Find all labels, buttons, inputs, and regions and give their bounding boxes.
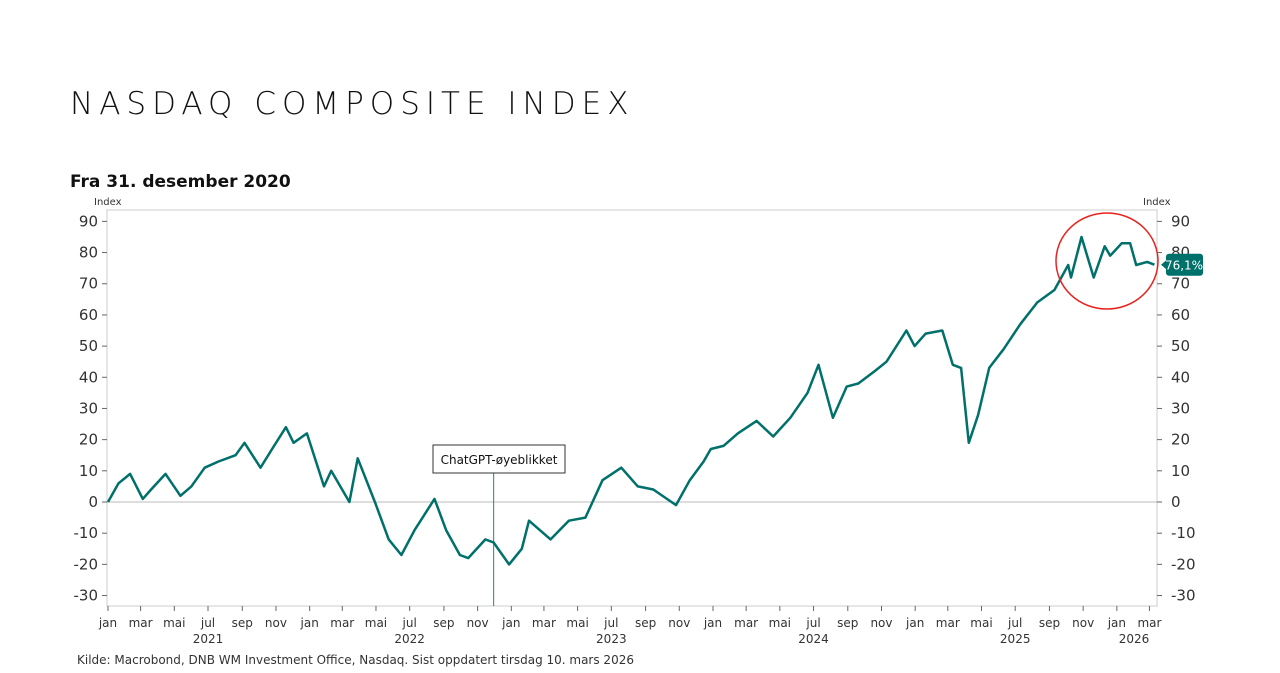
x-tick-label: nov — [1072, 616, 1094, 630]
x-tick-label: nov — [668, 616, 690, 630]
x-tick-label: sep — [635, 616, 656, 630]
x-tick-label: jan — [905, 616, 924, 630]
y-tick-label-left: -20 — [74, 555, 99, 573]
y-tick-label-right: 50 — [1171, 337, 1190, 355]
x-tick-label: jan — [98, 616, 117, 630]
annotation-label: ChatGPT-øyeblikket — [441, 453, 558, 467]
end-label: 76,1% — [1165, 259, 1203, 273]
x-year-label: 2024 — [798, 632, 829, 646]
y-tick-label-left: 30 — [79, 399, 98, 417]
y-axis-label-right: Index — [1143, 197, 1171, 208]
x-tick-label: jan — [1107, 616, 1126, 630]
x-year-label: 2021 — [193, 632, 224, 646]
x-tick-label: mai — [970, 616, 992, 630]
x-tick-label: jan — [703, 616, 722, 630]
x-tick-label: mar — [1137, 616, 1161, 630]
y-tick-label-right: 40 — [1171, 368, 1190, 386]
x-tick-label: jul — [200, 616, 215, 630]
chart-subtitle: Fra 31. desember 2020 — [70, 172, 291, 192]
chart-title: NASDAQ COMPOSITE INDEX — [70, 86, 635, 122]
y-tick-label-right: 60 — [1171, 306, 1190, 324]
plot-frame — [106, 209, 1158, 607]
x-year-label: 2025 — [1000, 632, 1031, 646]
x-tick-label: nov — [870, 616, 892, 630]
y-tick-label-left: 20 — [79, 431, 98, 449]
y-tick-label-right: -20 — [1171, 555, 1196, 573]
x-tick-label: nov — [467, 616, 489, 630]
x-tick-label: mar — [734, 616, 758, 630]
x-tick-label: sep — [232, 616, 253, 630]
x-year-label: 2022 — [394, 632, 425, 646]
y-tick-label-left: -30 — [74, 587, 99, 605]
highlight-circle — [1055, 212, 1159, 310]
y-tick-label-left: 10 — [79, 462, 98, 480]
y-tick-label-right: 70 — [1171, 275, 1190, 293]
y-tick-label-left: 40 — [79, 368, 98, 386]
x-tick-label: nov — [265, 616, 287, 630]
x-tick-label: jul — [603, 616, 618, 630]
x-tick-label: mar — [936, 616, 960, 630]
y-tick-label-right: 20 — [1171, 431, 1190, 449]
y-tick-label-left: 70 — [79, 275, 98, 293]
x-tick-label: mai — [163, 616, 185, 630]
x-tick-label: jul — [1007, 616, 1022, 630]
x-year-label: 2023 — [596, 632, 627, 646]
x-tick-label: jul — [402, 616, 417, 630]
end-label-badge — [1166, 253, 1203, 276]
y-tick-label-right: -10 — [1171, 524, 1196, 542]
series-line — [106, 235, 1155, 566]
y-tick-label-left: 50 — [79, 337, 98, 355]
x-tick-label: jul — [805, 616, 820, 630]
x-tick-label: sep — [433, 616, 454, 630]
y-tick-label-left: 90 — [79, 212, 98, 230]
x-tick-label: jan — [501, 616, 520, 630]
x-tick-label: mar — [330, 616, 354, 630]
y-tick-label-left: 0 — [88, 493, 98, 511]
y-tick-label-right: 30 — [1171, 399, 1190, 417]
source-note: Kilde: Macrobond, DNB WM Investment Offi… — [77, 653, 634, 667]
y-tick-label-left: 60 — [79, 306, 98, 324]
x-tick-label: mar — [532, 616, 556, 630]
y-tick-label-right: 10 — [1171, 462, 1190, 480]
x-tick-label: sep — [837, 616, 858, 630]
x-tick-label: mai — [365, 616, 387, 630]
y-tick-label-left: -10 — [74, 524, 99, 542]
y-axis-label-left: Index — [94, 197, 122, 208]
annotation-box — [432, 444, 566, 474]
x-tick-label: mai — [566, 616, 588, 630]
x-year-label: 2026 — [1119, 632, 1150, 646]
y-tick-label-left: 80 — [79, 244, 98, 262]
y-tick-label-right: 90 — [1171, 212, 1190, 230]
x-tick-label: jan — [300, 616, 319, 630]
x-tick-label: sep — [1039, 616, 1060, 630]
y-tick-label-right: -30 — [1171, 587, 1196, 605]
x-tick-label: mai — [769, 616, 791, 630]
x-tick-label: mar — [129, 616, 153, 630]
y-tick-label-right: 0 — [1171, 493, 1181, 511]
